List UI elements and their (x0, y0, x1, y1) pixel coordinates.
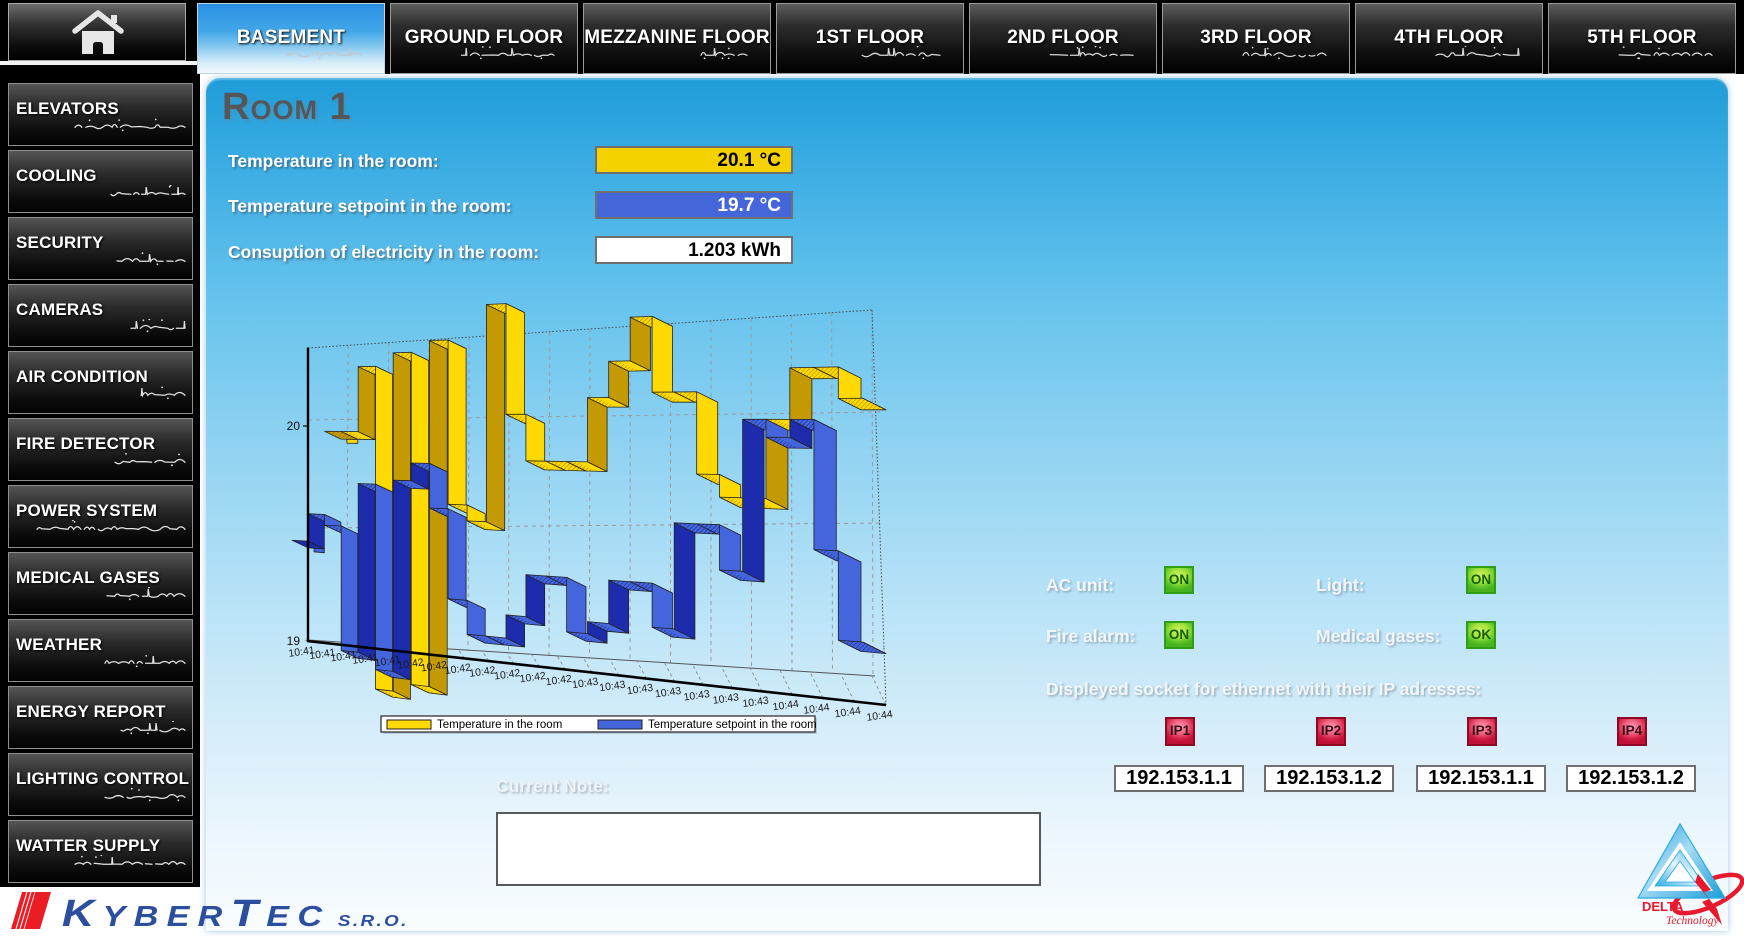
svg-text:10:44: 10:44 (834, 705, 862, 721)
svg-text:10:42: 10:42 (444, 662, 472, 678)
svg-text:Temperature in the room: Temperature in the room (437, 719, 562, 731)
svg-text:10:42: 10:42 (493, 667, 521, 683)
svg-text:10:42: 10:42 (545, 673, 573, 689)
svg-text:20: 20 (287, 419, 301, 433)
svg-text:10:43: 10:43 (742, 695, 770, 711)
svg-text:10:44: 10:44 (772, 698, 800, 714)
svg-text:10:43: 10:43 (654, 685, 682, 701)
svg-text:Temperature setpoint in the ro: Temperature setpoint in the room (648, 719, 817, 731)
svg-text:10:43: 10:43 (571, 676, 599, 692)
svg-text:Technology: Technology (1666, 915, 1719, 927)
svg-text:10:43: 10:43 (712, 691, 740, 707)
svg-text:DELTA: DELTA (1642, 899, 1684, 914)
svg-text:10:42: 10:42 (469, 664, 497, 680)
svg-text:10:44: 10:44 (866, 708, 894, 724)
svg-text:10:44: 10:44 (803, 701, 831, 717)
svg-text:10:43: 10:43 (626, 682, 654, 698)
svg-text:10:43: 10:43 (683, 688, 711, 704)
svg-text:10:43: 10:43 (599, 679, 627, 695)
svg-text:KYBERTEC S.R.O.: KYBERTEC S.R.O. (62, 891, 409, 931)
svg-text:10:42: 10:42 (519, 670, 547, 686)
